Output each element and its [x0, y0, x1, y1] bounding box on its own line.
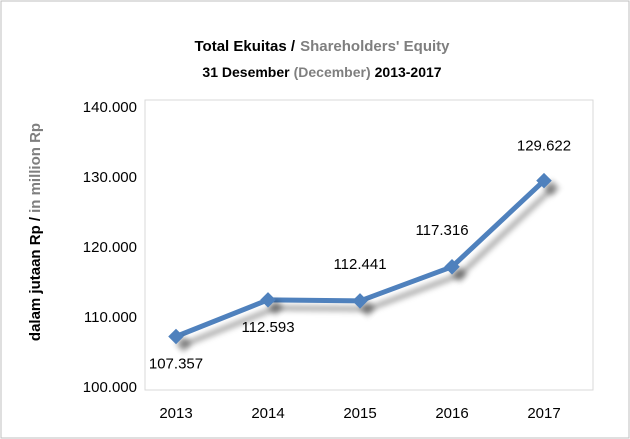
y-tick-label: 110.000	[84, 309, 137, 326]
x-tick-label: 2016	[435, 405, 468, 422]
y-label-part: in million Rp	[27, 123, 44, 213]
data-label: 129.622	[517, 138, 571, 155]
y-tick-label: 120.000	[83, 239, 137, 256]
y-tick-label: 130.000	[83, 169, 137, 186]
marker	[536, 172, 552, 189]
title-part: Total Ekuitas /	[194, 38, 295, 55]
x-tick-label: 2014	[251, 405, 284, 422]
y-tick-label: 140.000	[83, 99, 137, 116]
data-label: 112.593	[241, 319, 294, 336]
subtitle-part: 2013-2017	[375, 64, 442, 80]
subtitle-part: (December)	[294, 64, 371, 80]
data-label: 112.441	[333, 256, 386, 273]
x-tick-label: 2015	[343, 405, 376, 422]
y-label-part: dalam jutaan Rp /	[27, 216, 44, 341]
x-tick-label: 2013	[159, 405, 192, 422]
data-label: 117.316	[415, 222, 468, 239]
x-tick-label: 2017	[527, 405, 560, 422]
chart-subtitle: 31 Desember (December) 2013-2017	[202, 64, 441, 80]
y-axis-label: dalam jutaan Rp / in million Rp	[27, 123, 44, 341]
marker	[168, 328, 184, 345]
y-tick-label: 100.000	[83, 379, 137, 396]
chart-title: Total Ekuitas / Shareholders' Equity	[194, 38, 450, 55]
title-part: Shareholders' Equity	[300, 38, 450, 55]
data-label: 107.357	[149, 355, 203, 372]
plot-area	[144, 99, 594, 391]
subtitle-part: 31 Desember	[202, 64, 290, 80]
